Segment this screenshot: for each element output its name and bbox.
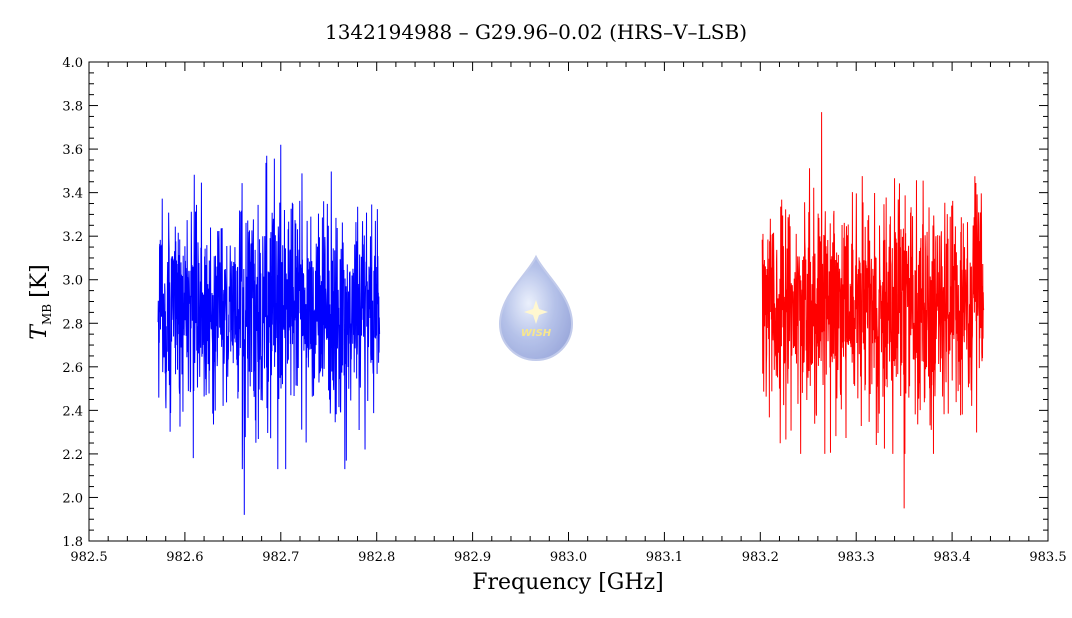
x-tick-label: 983.1 [646,550,683,565]
y-tick-label: 2.4 [62,404,83,419]
x-tick-label: 983.0 [550,550,587,565]
x-tick-label: 982.8 [358,550,395,565]
y-tick-label: 3.0 [62,274,83,289]
x-tick-label: 983.5 [1029,550,1066,565]
y-tick-label: 3.2 [62,230,83,245]
y-tick-label: 2.6 [62,361,83,376]
y-tick-label: 4.0 [62,56,83,71]
y-axis-unit: [K] [27,264,52,298]
x-axis-title: Frequency [GHz] [472,570,664,595]
x-tick-label: 982.6 [166,550,203,565]
x-tick-label: 983.2 [742,550,779,565]
series-line-1 [157,144,381,515]
x-tick-label: 982.9 [454,550,491,565]
chart-title: 1342194988 – G29.96–0.02 (HRS–V–LSB) [325,20,747,44]
y-tick-label: 3.8 [62,100,83,115]
x-tick-label: 982.5 [70,550,107,565]
y-axis-subscript: MB [40,304,54,325]
y-tick-label: 3.4 [62,187,83,202]
y-axis-title: TMB [K] [27,264,54,339]
x-tick-label: 983.3 [838,550,875,565]
y-tick-label: 1.8 [62,535,83,550]
wish-logo-text: WISH [521,328,552,339]
wish-logo: WISH [498,254,574,362]
series-line-2 [761,112,985,509]
y-tick-label: 3.6 [62,143,83,158]
series-layer [157,112,985,515]
y-tick-label: 2.0 [62,491,83,506]
axis-ticks: 982.5 982.6 982.7 982.8 982.9 983.0 983.1 983.2… [62,56,1066,565]
x-tick-label: 983.4 [933,550,970,565]
y-tick-label: 2.2 [62,448,83,463]
y-tick-label: 2.8 [62,317,83,332]
x-tick-label: 982.7 [262,550,299,565]
y-axis-symbol: T [27,323,52,340]
star-icon [524,300,548,324]
